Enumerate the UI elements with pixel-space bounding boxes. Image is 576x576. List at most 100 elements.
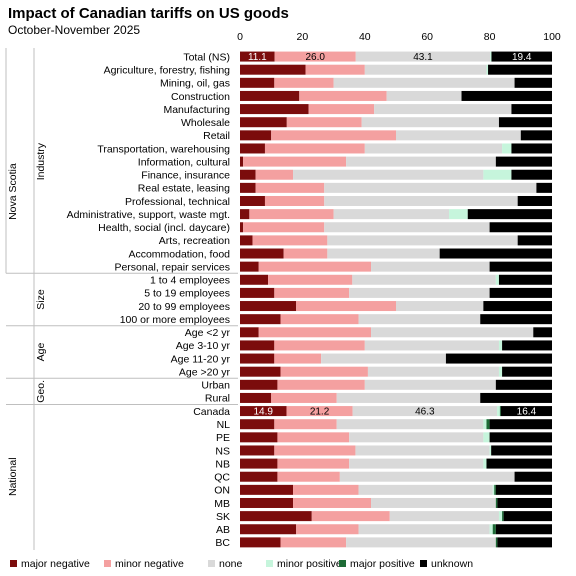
bar-segment-none <box>333 209 450 220</box>
bar-segment-unknown <box>491 445 552 456</box>
category-label: Personal, repair services <box>114 261 230 273</box>
category-label: Canada <box>193 406 230 418</box>
bar-segment-minor-negative <box>305 64 365 75</box>
bar-segment-major-negative <box>240 301 297 312</box>
bar-segment-none <box>346 537 496 548</box>
bar-segment-none <box>321 353 446 364</box>
bar-segment-none <box>339 471 515 482</box>
bar-segment-minor-positive <box>489 524 493 535</box>
bar-segment-unknown <box>489 432 552 443</box>
legend-label: major negative <box>21 558 90 570</box>
category-label: 100 or more employees <box>120 314 230 326</box>
bar-segment-none <box>396 301 484 312</box>
category-label: AB <box>216 524 230 536</box>
bar-segment-minor-negative <box>293 497 372 508</box>
bar-segment-minor-negative <box>296 301 396 312</box>
bar-segment-minor-positive <box>483 169 512 180</box>
category-label: Rural <box>205 393 230 405</box>
data-label: 11.1 <box>248 52 267 63</box>
bar-segment-major-negative <box>240 51 275 62</box>
bar-segment-major-negative <box>240 445 275 456</box>
bar-segment-major-negative <box>240 261 259 272</box>
category-label: NL <box>217 419 231 431</box>
data-label: 43.1 <box>413 52 433 63</box>
category-label: 5 to 19 employees <box>144 288 230 300</box>
bar-segment-unknown <box>536 182 552 193</box>
bar-segment-major-negative <box>240 222 244 233</box>
legend-label: none <box>219 558 243 570</box>
category-label: Total (NS) <box>183 51 230 63</box>
bar-segment-minor-positive <box>489 445 492 456</box>
group-label: National <box>7 457 19 496</box>
bar-segment-unknown <box>511 143 552 154</box>
bar-segment-minor-negative <box>274 51 356 62</box>
category-label: 1 to 4 employees <box>150 275 230 287</box>
bar-segment-minor-negative <box>264 195 325 206</box>
category-label: Age <2 yr <box>185 327 231 339</box>
bar-segment-minor-negative <box>283 248 328 259</box>
bar-segment-major-positive <box>495 537 498 548</box>
bar-segment-minor-positive <box>502 143 512 154</box>
bar-segment-major-negative <box>240 156 244 167</box>
category-label: Health, social (incl. daycare) <box>98 222 230 234</box>
bar-segment-unknown <box>439 248 552 259</box>
bar-segment-major-negative <box>240 432 278 443</box>
bar-segment-unknown <box>461 90 552 101</box>
bar-segment-major-negative <box>240 458 278 469</box>
bar-segment-minor-negative <box>274 419 337 430</box>
bar-segment-none <box>371 327 534 338</box>
category-label: BC <box>215 537 230 549</box>
bar-segment-none <box>371 497 496 508</box>
bar-segment-unknown <box>514 77 552 88</box>
bar-segment-major-negative <box>240 497 294 508</box>
bar-segment-major-positive <box>492 524 496 535</box>
group-label: Nova Scotia <box>7 163 19 220</box>
bar-segment-minor-positive <box>498 511 503 522</box>
category-label: Finance, insurance <box>141 170 230 182</box>
bar-segment-minor-positive <box>498 366 503 377</box>
bar-segment-unknown <box>498 274 552 285</box>
bar-segment-none <box>324 222 490 233</box>
bar-segment-minor-positive <box>483 432 490 443</box>
category-label: Agriculture, forestry, fishing <box>104 64 231 76</box>
bar-segment-major-negative <box>240 471 278 482</box>
bar-segment-none <box>349 287 490 298</box>
data-label: 14.9 <box>254 407 274 418</box>
bar-segment-unknown <box>495 524 552 535</box>
bar-segment-none <box>358 524 490 535</box>
bar-segment-minor-negative <box>277 458 350 469</box>
bar-segment-none <box>336 419 484 430</box>
bar-segment-major-negative <box>240 524 297 535</box>
bar-segment-none <box>361 117 499 128</box>
bar-segment-minor-positive <box>486 64 489 75</box>
bar-segment-unknown <box>480 392 552 403</box>
bar-segment-minor-negative <box>277 379 365 390</box>
bar-segment-major-positive <box>499 406 501 417</box>
x-tick-label: 20 <box>297 31 309 43</box>
legend-swatch <box>266 560 273 567</box>
category-label: Accommodation, food <box>128 248 230 260</box>
bar-segment-unknown <box>495 379 552 390</box>
category-label: Age 11-20 yr <box>171 353 231 365</box>
x-tick-label: 0 <box>237 31 243 43</box>
bar-segment-minor-positive <box>498 340 503 351</box>
bar-segment-unknown <box>502 366 552 377</box>
bar-segment-none <box>364 64 487 75</box>
bar-segment-minor-negative <box>258 327 372 338</box>
bar-segment-major-negative <box>240 77 275 88</box>
bar-segment-major-negative <box>240 379 278 390</box>
bar-segment-none <box>364 143 503 154</box>
category-label: PE <box>216 432 230 444</box>
bar-segment-unknown <box>480 314 552 325</box>
bar-segment-unknown <box>500 406 552 417</box>
bar-segment-unknown <box>514 471 552 482</box>
bar-segment-unknown <box>486 458 552 469</box>
bar-segment-minor-negative <box>274 287 350 298</box>
bar-segment-minor-negative <box>243 156 347 167</box>
bar-segment-major-negative <box>240 511 312 522</box>
bar-segment-minor-negative <box>280 314 359 325</box>
category-label: MB <box>214 498 230 510</box>
bar-segment-major-negative <box>240 130 272 141</box>
category-label: Manufacturing <box>163 104 230 116</box>
bar-segment-unknown <box>489 287 552 298</box>
